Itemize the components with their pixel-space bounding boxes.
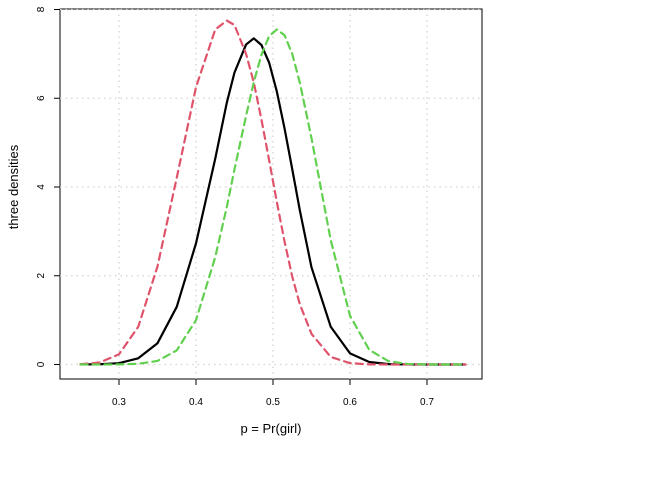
y-tick-label: 2 xyxy=(36,273,47,279)
y-tick-label: 0 xyxy=(36,361,47,367)
x-tick-label: 0.5 xyxy=(266,397,280,408)
x-axis-title: p = Pr(girl) xyxy=(240,421,301,436)
y-tick-label: 6 xyxy=(36,95,47,101)
plot-box xyxy=(59,8,483,380)
series-group xyxy=(79,19,467,366)
x-tick-label: 0.6 xyxy=(343,397,357,408)
density-curve-2 xyxy=(79,19,467,366)
y-axis: 0 2 4 6 8 xyxy=(36,6,60,367)
x-tick-label: 0.7 xyxy=(420,397,434,408)
y-tick-label: 8 xyxy=(36,6,47,12)
grid xyxy=(60,8,482,379)
x-tick-label: 0.4 xyxy=(189,397,203,408)
density-curve-3 xyxy=(79,28,467,366)
x-axis: 0.3 0.4 0.5 0.6 0.7 xyxy=(112,379,434,408)
y-axis-title: three densities xyxy=(6,144,21,229)
x-tick-label: 0.3 xyxy=(112,397,126,408)
y-tick-label: 4 xyxy=(36,184,47,190)
